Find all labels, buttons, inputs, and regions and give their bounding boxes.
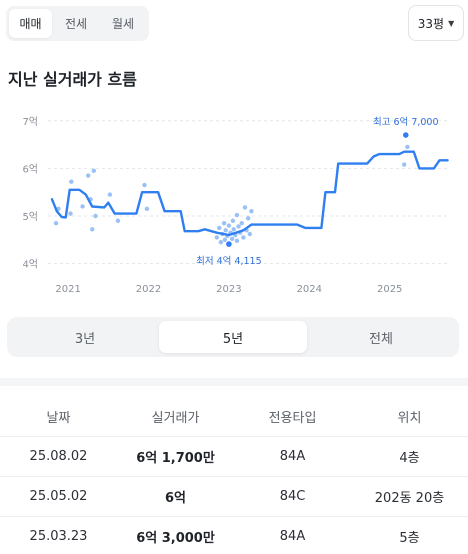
row-price: 6억: [117, 476, 234, 517]
scatter-point: [53, 220, 59, 226]
scatter-point: [222, 237, 228, 243]
highlight-point: [402, 132, 409, 138]
area-size-value: 33평: [417, 16, 445, 31]
period-tab-3y[interactable]: 3년: [74, 331, 96, 347]
scatter-point: [241, 235, 246, 240]
y-tick-label: 7억: [22, 116, 38, 128]
y-tick-label: 4억: [22, 259, 38, 271]
tab-monthly-rent[interactable]: 월세: [111, 17, 135, 31]
scatter-point: [142, 182, 147, 188]
section-title: 지난 실거래가 흐름: [8, 70, 137, 89]
scatter-point: [401, 162, 407, 167]
scatter-point: [214, 235, 220, 240]
scatter-point: [405, 144, 410, 150]
scatter-point: [230, 218, 236, 223]
scatter-point: [249, 209, 254, 214]
period-tab-all[interactable]: 전체: [369, 331, 393, 347]
x-tick-label: 2022: [136, 284, 161, 295]
row-date: 25.08.02: [0, 436, 117, 477]
scatter-point: [68, 211, 73, 216]
scatter-point: [229, 236, 235, 242]
price-trend-chart: 7억 6억 5억 4억 2021 2022 2023 2024 2025 최고 6억 7,000 최…: [22, 116, 450, 295]
deal-type-tabs: 매매 전세 월세: [6, 6, 149, 41]
scatter-point: [226, 223, 232, 228]
scatter-point: [223, 228, 228, 233]
header-date: 날짜: [0, 398, 117, 437]
section-divider: [0, 378, 468, 386]
caret-down-icon: ▼: [448, 18, 455, 28]
scatter-point: [86, 173, 91, 178]
row-type: 84A: [234, 436, 351, 477]
price-annotation: 최고 6억 7,000: [373, 116, 439, 128]
table-row[interactable]: 25.03.23 6억 3,000만 84A 5층: [0, 516, 468, 554]
highlight-point: [226, 241, 232, 247]
tab-jeonse[interactable]: 전세: [64, 17, 88, 31]
row-type: 84A: [234, 516, 351, 554]
scatter-point: [242, 205, 248, 210]
row-price: 6억 1,700만: [117, 436, 234, 477]
row-location: 5층: [351, 516, 468, 554]
row-type: 84C: [234, 476, 351, 517]
period-tabs: 3년 5년 전체: [7, 317, 459, 357]
scatter-point: [231, 227, 236, 232]
scatter-point: [90, 227, 95, 232]
table-header-row: 날짜 실거래가 전용타입 위치: [0, 398, 468, 437]
scatter-point: [247, 231, 253, 237]
scatter-point: [234, 238, 240, 243]
x-tick-label: 2025: [377, 284, 402, 295]
x-tick-label: 2021: [55, 284, 80, 295]
table-row[interactable]: 25.08.02 6억 1,700만 84A 4층: [0, 436, 468, 477]
x-tick-label: 2023: [216, 284, 241, 295]
y-tick-label: 6억: [22, 163, 38, 175]
tab-sale[interactable]: 매매: [9, 9, 52, 38]
header-price: 실거래가: [117, 398, 234, 437]
transaction-table: 날짜 실거래가 전용타입 위치 25.08.02 6억 1,700만 84A 4…: [0, 398, 468, 554]
scatter-point: [239, 220, 244, 226]
scatter-point: [80, 204, 85, 209]
row-location: 202동 20층: [351, 476, 468, 517]
scatter-point: [69, 179, 74, 184]
scatter-point: [234, 212, 240, 218]
scatter-point: [115, 218, 121, 223]
y-tick-label: 5억: [22, 211, 38, 223]
row-price: 6억 3,000만: [117, 516, 234, 554]
scatter-point: [144, 206, 150, 212]
row-date: 25.05.02: [0, 476, 117, 517]
scatter-point: [93, 213, 98, 219]
scatter-point: [107, 192, 113, 197]
period-tab-5y[interactable]: 5년: [159, 321, 307, 353]
row-date: 25.03.23: [0, 516, 117, 554]
price-annotation: 최저 4억 4,115: [196, 255, 262, 267]
table-row[interactable]: 25.05.02 6억 84C 202동 20층: [0, 476, 468, 517]
header-location: 위치: [351, 398, 468, 437]
price-trend-line: [50, 150, 449, 237]
scatter-point: [218, 239, 224, 245]
x-tick-label: 2024: [297, 284, 322, 295]
row-location: 4층: [351, 436, 468, 477]
scatter-point: [236, 224, 241, 229]
header-type: 전용타입: [234, 398, 351, 437]
area-size-select[interactable]: 33평 ▼: [408, 5, 464, 41]
scatter-point: [245, 216, 251, 221]
scatter-point: [217, 225, 222, 231]
scatter-point: [91, 168, 97, 173]
scatter-point: [221, 220, 227, 226]
